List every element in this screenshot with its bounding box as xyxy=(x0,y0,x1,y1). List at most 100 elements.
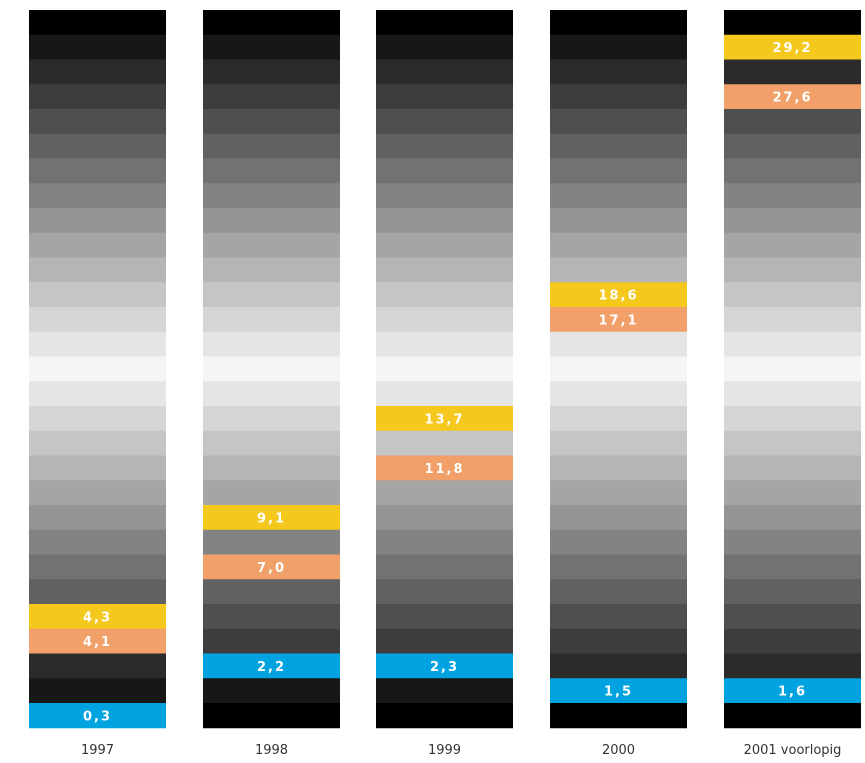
band-3-series-1 xyxy=(550,307,687,333)
gradient-row xyxy=(550,406,687,432)
gradient-row xyxy=(29,133,166,159)
gradient-row xyxy=(29,455,166,481)
gradient-row xyxy=(29,505,166,531)
gradient-row xyxy=(376,480,513,506)
gradient-row xyxy=(724,356,861,382)
category-label-0: 1997 xyxy=(81,743,114,758)
gradient-row xyxy=(724,10,861,36)
gradient-row xyxy=(203,183,340,209)
gradient-row xyxy=(724,628,861,654)
gradient-row xyxy=(550,430,687,456)
gradient-row xyxy=(376,529,513,555)
gradient-row xyxy=(203,282,340,308)
gradient-row xyxy=(376,109,513,135)
value-label-2-2: 2,3 xyxy=(430,660,459,675)
value-label-3-2: 1,5 xyxy=(604,685,633,700)
gradient-row xyxy=(203,133,340,159)
gradient-row xyxy=(29,34,166,60)
gradient-row xyxy=(376,579,513,605)
gradient-row xyxy=(29,257,166,283)
gradient-row xyxy=(29,430,166,456)
gradient-row xyxy=(550,183,687,209)
gradient-row xyxy=(550,84,687,110)
gradient-row xyxy=(376,282,513,308)
band-2-series-2 xyxy=(376,653,513,679)
gradient-row xyxy=(550,381,687,407)
gradient-row xyxy=(376,331,513,357)
value-label-4-2: 1,6 xyxy=(778,685,807,700)
gradient-row xyxy=(203,34,340,60)
gradient-row xyxy=(203,232,340,258)
gradient-row xyxy=(203,208,340,234)
gradient-row xyxy=(29,208,166,234)
gradient-row xyxy=(376,703,513,729)
gradient-row xyxy=(29,554,166,580)
gradient-row xyxy=(29,307,166,333)
gradient-row xyxy=(550,554,687,580)
gradient-row xyxy=(550,529,687,555)
gradient-row xyxy=(550,579,687,605)
gradient-row xyxy=(376,554,513,580)
gradient-row xyxy=(203,59,340,85)
gradient-row xyxy=(376,183,513,209)
gradient-row xyxy=(550,703,687,729)
value-label-1-0: 9,1 xyxy=(257,511,286,526)
gradient-row xyxy=(724,133,861,159)
gradient-row xyxy=(724,703,861,729)
gradient-row xyxy=(550,505,687,531)
band-0-series-1 xyxy=(29,628,166,654)
gradient-row xyxy=(29,158,166,184)
gradient-row xyxy=(376,208,513,234)
gradient-row xyxy=(550,628,687,654)
gradient-row xyxy=(29,232,166,258)
gradient-row xyxy=(376,10,513,36)
gradient-row xyxy=(724,257,861,283)
gradient-row xyxy=(550,208,687,234)
gradient-row xyxy=(29,356,166,382)
gradient-row xyxy=(203,307,340,333)
gradient-row xyxy=(376,59,513,85)
gradient-row xyxy=(376,307,513,333)
gradient-row xyxy=(376,232,513,258)
gradient-row xyxy=(550,133,687,159)
category-label-2: 1999 xyxy=(428,743,461,758)
band-4-series-2 xyxy=(724,678,861,704)
gradient-row xyxy=(724,158,861,184)
value-label-0-1: 4,1 xyxy=(83,635,112,650)
gradient-row xyxy=(724,579,861,605)
gradient-row xyxy=(724,653,861,679)
gradient-row xyxy=(376,34,513,60)
gradient-row xyxy=(724,554,861,580)
gradient-row xyxy=(550,604,687,630)
gradient-row xyxy=(724,505,861,531)
gradient-row xyxy=(376,257,513,283)
gradient-row xyxy=(724,109,861,135)
gradient-row xyxy=(29,406,166,432)
gradient-row xyxy=(203,628,340,654)
band-0-series-0 xyxy=(29,604,166,630)
gradient-row xyxy=(29,381,166,407)
gradient-row xyxy=(203,356,340,382)
gradient-row xyxy=(29,10,166,36)
gradient-row xyxy=(203,604,340,630)
band-1-series-1 xyxy=(203,554,340,580)
gradient-row xyxy=(203,579,340,605)
gradient-row xyxy=(29,282,166,308)
gradient-row xyxy=(29,678,166,704)
value-label-2-1: 11,8 xyxy=(424,462,464,477)
band-2-series-0 xyxy=(376,406,513,432)
band-3-series-2 xyxy=(550,678,687,704)
gradient-row xyxy=(724,282,861,308)
value-label-1-1: 7,0 xyxy=(257,561,286,576)
gradient-row xyxy=(29,529,166,555)
gradient-row xyxy=(724,232,861,258)
gradient-row xyxy=(724,406,861,432)
gradient-row xyxy=(203,158,340,184)
category-label-3: 2000 xyxy=(602,743,635,758)
gradient-row xyxy=(376,133,513,159)
gradient-row xyxy=(550,653,687,679)
gradient-row xyxy=(203,406,340,432)
gradient-row xyxy=(376,505,513,531)
gradient-row xyxy=(29,579,166,605)
